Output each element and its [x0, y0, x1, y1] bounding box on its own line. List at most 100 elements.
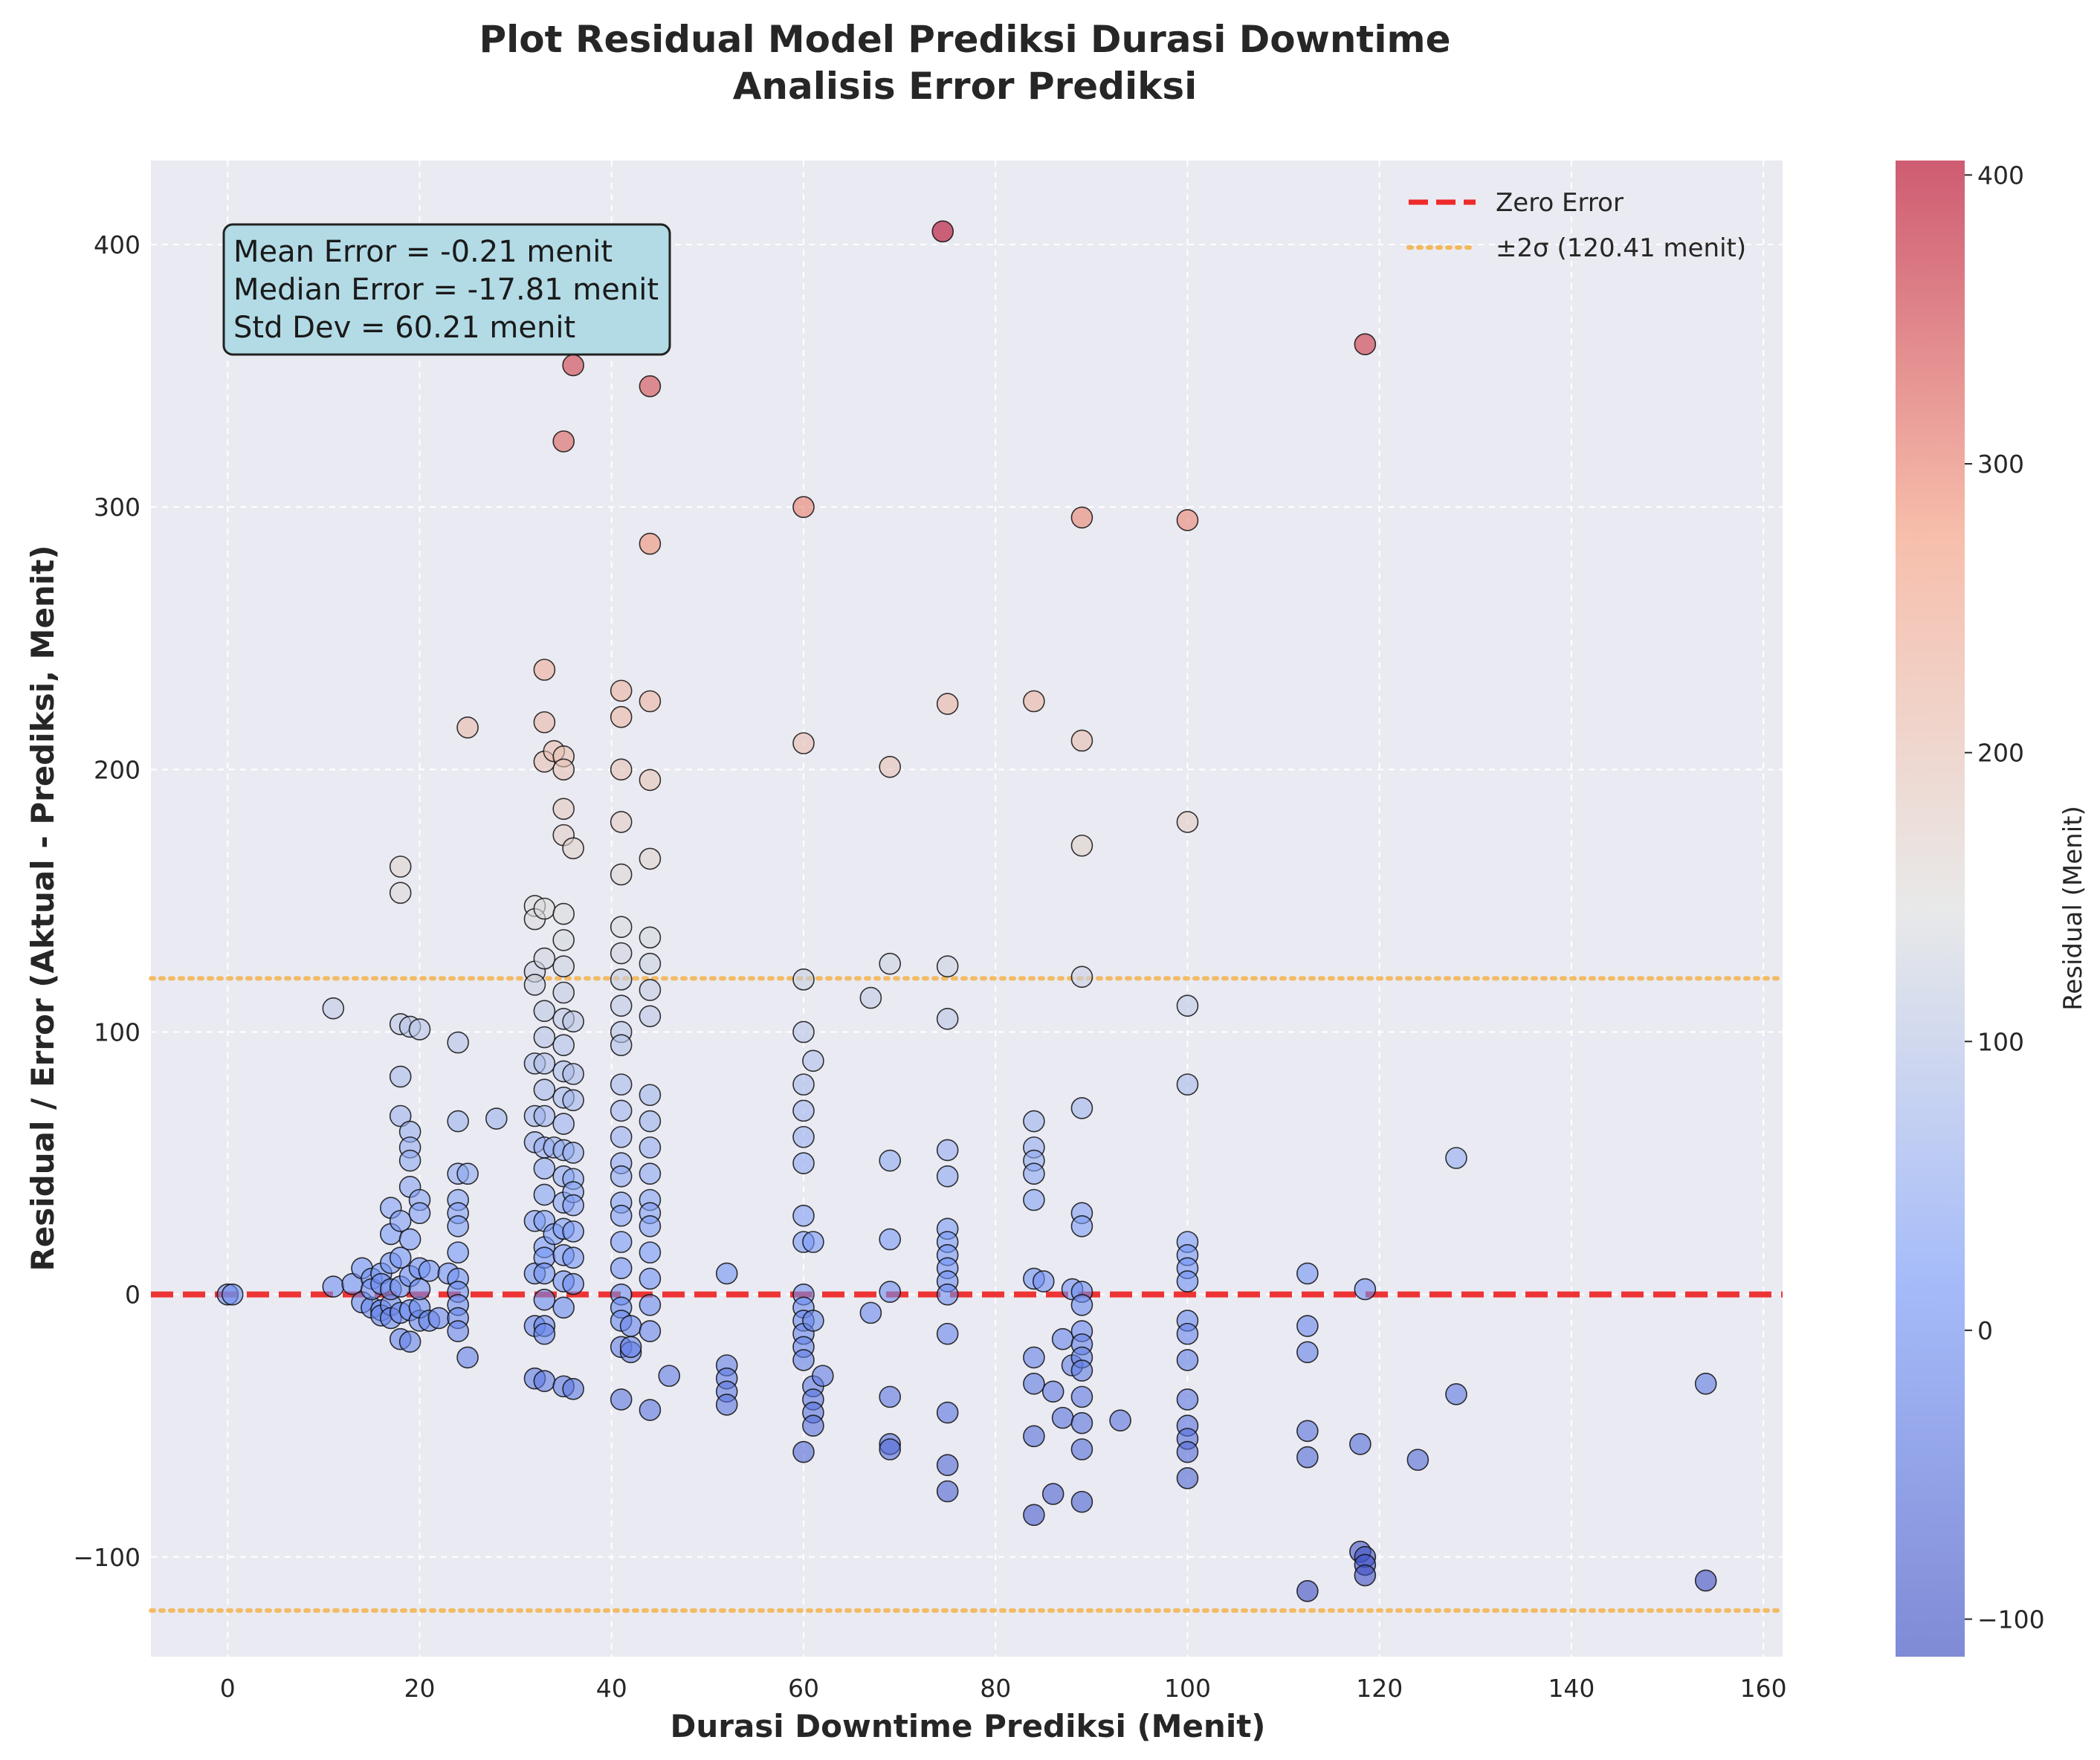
data-point [715, 1394, 738, 1416]
data-point [418, 1260, 441, 1282]
data-point [1176, 1073, 1199, 1096]
data-point [792, 496, 815, 518]
data-point [552, 1296, 575, 1319]
data-point [1070, 1490, 1093, 1513]
legend-zero-error-label: Zero Error [1496, 188, 1624, 218]
scatter-points [216, 220, 1717, 1602]
y-axis-label: Residual / Error (Aktual - Prediksi, Men… [25, 545, 61, 1271]
data-point [398, 1330, 421, 1353]
data-point [610, 679, 633, 702]
data-point [1070, 1097, 1093, 1119]
data-point [610, 1388, 633, 1411]
data-point [562, 1194, 584, 1217]
legend-sigma-label: ±2σ (120.41 menit) [1496, 233, 1746, 263]
data-point [610, 863, 633, 886]
data-point [1023, 1372, 1045, 1395]
data-point [562, 1142, 584, 1164]
data-point [879, 952, 902, 975]
colorbar: −100 0 100 200 300 400 Residual (Menit) [1896, 161, 2088, 1657]
data-point [610, 705, 633, 728]
data-point [1070, 1293, 1093, 1316]
data-point [1176, 509, 1199, 531]
x-tick-label: 160 [1740, 1674, 1787, 1703]
data-point [792, 1099, 815, 1122]
data-point [1041, 1380, 1064, 1403]
data-point [610, 994, 633, 1017]
colorbar-ticks: −100 0 100 200 300 400 [1965, 161, 2045, 1634]
data-point [1296, 1420, 1319, 1443]
data-point [562, 1089, 584, 1112]
data-point [802, 1049, 824, 1072]
y-tick-label: 0 [125, 1281, 140, 1310]
data-point [552, 1113, 575, 1135]
data-point [447, 1215, 469, 1238]
data-point [1694, 1372, 1717, 1395]
data-point [389, 881, 412, 905]
data-point [398, 1228, 421, 1251]
data-point [1070, 1359, 1093, 1382]
data-point [879, 755, 902, 778]
data-point [610, 968, 633, 991]
data-point [1051, 1406, 1074, 1429]
data-point [639, 1162, 662, 1185]
legend: Zero Error ±2σ (120.41 menit) [1406, 188, 1746, 263]
y-tick-label: 300 [94, 493, 140, 522]
colorbar-tick-label: 100 [1977, 1027, 2024, 1056]
data-point [1070, 1215, 1093, 1238]
data-point [552, 902, 575, 925]
stats-box: Mean Error = -0.21 menit Median Error = … [222, 223, 671, 356]
data-point [552, 955, 575, 977]
y-tick-label: 400 [94, 230, 140, 259]
data-point [1023, 1504, 1045, 1527]
data-point [1176, 1388, 1199, 1411]
gridlines [151, 161, 1783, 1657]
y-tick-label: 200 [94, 755, 140, 784]
data-point [936, 1283, 959, 1306]
data-point [879, 1149, 902, 1172]
data-point [792, 1204, 815, 1227]
data-point [552, 758, 575, 781]
data-point [936, 1480, 959, 1503]
data-point [485, 1107, 508, 1130]
data-point [792, 1020, 815, 1044]
data-point [936, 1322, 959, 1345]
data-point [936, 1008, 959, 1030]
axis-ticks: 0 20 40 60 80 100 120 140 160 −100 0 100 200 300 400 [73, 230, 1786, 1703]
data-point [1041, 1483, 1064, 1505]
data-point [802, 1310, 824, 1332]
colorbar-tick-label: 300 [1977, 450, 2024, 479]
data-point [610, 1034, 633, 1056]
data-point [639, 979, 662, 1001]
data-point [456, 1162, 479, 1185]
data-point [533, 947, 556, 970]
data-point [1296, 1315, 1319, 1337]
colorbar-tick-label: 400 [1977, 161, 2024, 190]
data-point [639, 375, 662, 398]
data-point [879, 1385, 902, 1408]
stats-std: Std Dev = 60.21 menit [233, 311, 575, 345]
data-point [552, 981, 575, 1004]
data-point [859, 1301, 882, 1324]
x-axis-label: Durasi Downtime Prediksi (Menit) [670, 1708, 1265, 1744]
x-tick-label: 80 [980, 1674, 1011, 1703]
data-point [1070, 834, 1093, 857]
x-tick-label: 140 [1548, 1674, 1595, 1703]
colorbar-label: Residual (Menit) [2058, 806, 2088, 1011]
x-tick-label: 40 [596, 1674, 627, 1703]
data-point [408, 1278, 431, 1301]
data-point [610, 1231, 633, 1253]
data-point [389, 1209, 412, 1232]
data-point [1109, 1409, 1131, 1431]
chart-title-line-2: Analisis Error Prediksi [733, 65, 1198, 108]
data-point [639, 1084, 662, 1107]
data-point [802, 1231, 824, 1253]
data-point [792, 1349, 815, 1371]
data-point [610, 916, 633, 939]
data-point [221, 1283, 244, 1306]
data-point [1070, 729, 1093, 752]
data-point [1070, 1385, 1093, 1408]
data-point [936, 1454, 959, 1476]
data-point [533, 1078, 556, 1101]
data-point [389, 1065, 412, 1088]
data-point [562, 1377, 584, 1400]
